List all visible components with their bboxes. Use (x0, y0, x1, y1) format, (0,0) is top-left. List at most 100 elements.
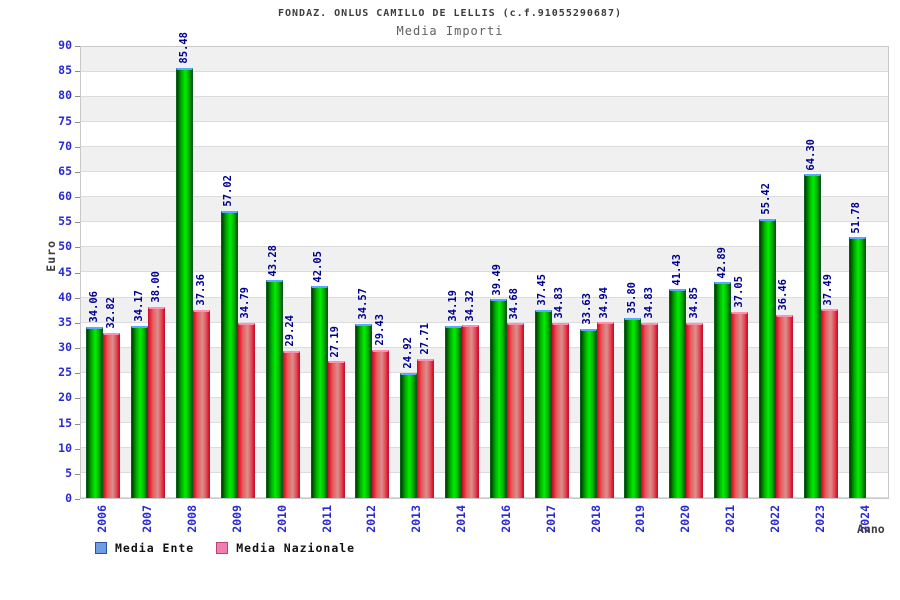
x-tick-label: 2019 (633, 505, 648, 533)
y-tick-mark (75, 247, 80, 249)
bar-media-ente (220, 211, 238, 498)
x-tick-label: 2023 (812, 505, 827, 533)
bar-media-nazionale (506, 323, 524, 498)
y-tick-label: 25 (58, 365, 72, 380)
bar-media-ente (131, 326, 149, 498)
bar-value-label: 34.83 (553, 287, 566, 319)
background-band (81, 97, 888, 123)
bar-media-nazionale (282, 350, 300, 498)
background-band (81, 197, 888, 223)
background-band (81, 422, 888, 448)
chart-subtitle: Media Importi (396, 24, 504, 38)
bar-media-nazionale (596, 322, 614, 498)
x-tick-label: 2010 (274, 505, 289, 533)
background-band (81, 72, 888, 98)
y-tick-mark (75, 121, 80, 123)
y-tick-mark (75, 473, 80, 475)
x-tick-label: 2011 (319, 505, 334, 533)
bar-media-ente (803, 174, 821, 498)
background-band (81, 222, 888, 248)
background-band (81, 47, 888, 73)
y-tick-label: 85 (58, 63, 72, 78)
y-tick-label: 45 (58, 264, 72, 279)
bar-media-ente (758, 219, 776, 498)
bar-value-label: 34.94 (598, 286, 611, 319)
bar-value-label: 34.68 (508, 287, 521, 320)
bar-value-label: 29.24 (284, 315, 297, 347)
plot-area: 34.06 32.82 34.17 38.00 85.48 37.36 57.02 34.79… (80, 32, 889, 499)
bar-media-ente (534, 309, 552, 498)
y-tick-label: 60 (58, 189, 72, 203)
bar-media-nazionale (641, 322, 659, 498)
legend-swatch-media-ente (95, 542, 107, 554)
bar-value-label: 51.78 (850, 201, 863, 234)
bar-value-label: 24.92 (401, 336, 414, 369)
background-band (81, 272, 888, 298)
bar-media-ente (624, 317, 642, 498)
y-tick-mark (75, 423, 80, 425)
bar-value-label: 34.32 (463, 289, 476, 322)
bar-value-label: 34.17 (132, 290, 145, 323)
y-tick-mark (75, 197, 80, 198)
bar-value-label: 42.05 (312, 250, 325, 283)
y-tick-mark (75, 146, 80, 148)
y-tick-label: 0 (65, 491, 72, 505)
bar-value-label: 34.19 (446, 290, 459, 322)
y-tick-mark (75, 448, 80, 450)
bar-value-label: 85.48 (177, 32, 190, 64)
bar-media-nazionale (775, 314, 793, 498)
y-tick-label: 65 (58, 163, 72, 178)
bar-media-nazionale (103, 332, 121, 498)
bar-value-label: 34.83 (642, 287, 655, 319)
bar-value-label: 35.80 (625, 282, 638, 314)
y-tick-label: 40 (58, 289, 72, 304)
bar-media-nazionale (193, 309, 211, 498)
legend-label-media-nazionale: Media Nazionale (236, 541, 356, 555)
bar-media-nazionale (686, 322, 704, 498)
x-tick-label: 2018 (588, 505, 603, 533)
y-tick-label: 15 (58, 415, 72, 430)
bar-value-label: 42.89 (715, 246, 728, 279)
bar-media-nazionale (417, 358, 435, 498)
bar-media-ente (400, 372, 418, 498)
bar-media-ente (669, 289, 687, 498)
bar-media-ente (355, 324, 373, 498)
y-tick-mark (75, 46, 80, 47)
background-band (81, 397, 888, 423)
y-tick-label: 20 (58, 390, 72, 405)
x-tick-label: 2006 (95, 505, 110, 533)
bar-value-label: 34.85 (687, 286, 700, 319)
bar-value-label: 55.42 (760, 183, 773, 216)
legend-swatch-media-nazionale (216, 542, 229, 554)
y-tick-label: 70 (58, 138, 72, 153)
bar-value-label: 37.36 (194, 274, 207, 306)
y-tick-mark (75, 71, 80, 73)
bar-media-nazionale (327, 361, 345, 498)
background-band (81, 147, 888, 173)
bar-media-ente (310, 286, 328, 498)
background-band (81, 322, 888, 348)
chart-title: FONDAZ. ONLUS CAMILLO DE LELLIS (c.f.910… (277, 8, 622, 19)
y-tick-mark (75, 272, 80, 274)
background-band (81, 172, 888, 198)
bar-value-label: 32.82 (104, 297, 117, 329)
y-tick-label: 10 (58, 440, 72, 455)
bar-value-label: 34.79 (239, 287, 252, 319)
x-tick-label: 2008 (185, 505, 200, 533)
legend: Media Ente Media Nazionale (95, 541, 369, 555)
bar-media-ente (176, 67, 194, 498)
y-tick-mark (75, 297, 80, 299)
bar-value-label: 37.45 (536, 273, 549, 306)
bar-value-label: 36.46 (777, 278, 790, 311)
bar-value-label: 57.02 (222, 175, 235, 207)
bar-media-nazionale (372, 349, 390, 498)
background-band (81, 447, 888, 473)
bar-media-nazionale (462, 325, 480, 498)
x-tick-label: 2013 (409, 505, 424, 533)
bar-value-label: 43.28 (267, 244, 280, 277)
background-band (81, 347, 888, 373)
x-tick-label: 2012 (364, 505, 379, 533)
bar-media-ente (265, 280, 283, 498)
x-tick-label: 2022 (767, 505, 782, 533)
background-band (81, 122, 888, 148)
